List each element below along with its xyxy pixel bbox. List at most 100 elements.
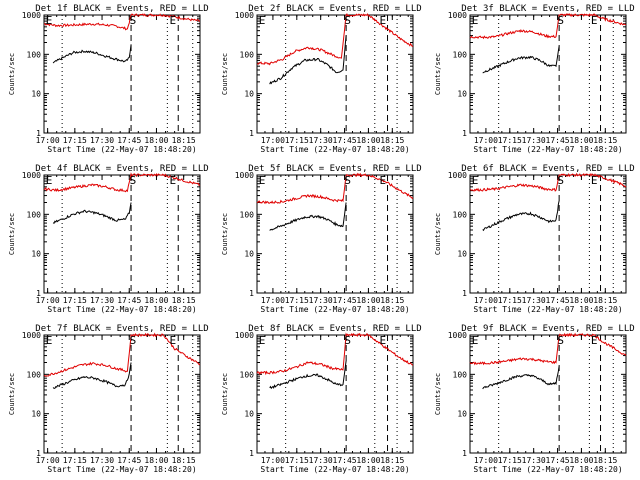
x-tick-label: 17:30	[90, 456, 114, 465]
events-series-line	[482, 366, 560, 390]
x-tick-label: 17:15	[285, 136, 309, 145]
y-tick-label: 1000	[235, 11, 254, 20]
region-marker-3: E	[379, 334, 386, 347]
y-axis-label: Counts/sec	[434, 213, 442, 255]
plot-frame	[469, 174, 627, 294]
x-tick-label: 18:00	[356, 456, 380, 465]
x-tick-label: 18:15	[593, 296, 617, 305]
panel-det-1: Det 1f BLACK = Events, RED = LLD 1 10 100 10…	[8, 4, 209, 154]
x-tick-label: 17:30	[309, 136, 333, 145]
x-tick-label: 18:15	[380, 296, 404, 305]
y-tick-label: 1	[462, 129, 467, 138]
x-tick-label: 18:00	[356, 296, 380, 305]
x-tick-label: 17:00	[474, 456, 498, 465]
events-series-line	[482, 200, 560, 232]
y-tick-label: 1	[36, 449, 41, 458]
panel-det-4: Det 4f BLACK = Events, RED = LLD 1 10 100 10…	[8, 164, 209, 314]
x-tick-label: 18:15	[380, 456, 404, 465]
lld-series-line	[44, 13, 200, 31]
x-tick-label: 17:45	[333, 296, 357, 305]
y-tick-label: 1	[249, 129, 254, 138]
x-tick-label: 18:15	[380, 136, 404, 145]
region-marker-2: S	[344, 174, 351, 187]
region-marker-1: E	[472, 174, 479, 187]
y-tick-label: 10	[457, 250, 467, 259]
plot-frame	[43, 14, 201, 134]
plot-frame	[469, 14, 627, 134]
panel-title: Det 2f BLACK = Events, RED = LLD	[248, 4, 421, 14]
events-series-line	[52, 44, 132, 64]
region-marker-3: E	[169, 334, 176, 347]
x-tick-label: 17:45	[333, 136, 357, 145]
region-marker-1: E	[472, 334, 479, 347]
region-marker-2: S	[557, 174, 564, 187]
x-axis-label: Start Time (22-May-07 18:48:20)	[47, 305, 196, 314]
x-tick-label: 17:45	[546, 456, 570, 465]
region-marker-2: S	[130, 334, 137, 347]
panel-title: Det 6f BLACK = Events, RED = LLD	[461, 164, 634, 174]
plot-frame	[469, 334, 627, 454]
y-tick-label: 1	[249, 289, 254, 298]
panel-title: Det 7f BLACK = Events, RED = LLD	[35, 324, 208, 334]
region-marker-2: S	[130, 14, 137, 27]
x-axis-label: Start Time (22-May-07 18:48:20)	[473, 145, 622, 154]
y-tick-label: 1	[36, 129, 41, 138]
region-marker-1: E	[46, 174, 53, 187]
x-tick-label: 18:00	[569, 296, 593, 305]
region-marker-3: E	[379, 174, 386, 187]
events-series-line	[52, 362, 132, 389]
x-tick-label: 17:45	[333, 456, 357, 465]
x-tick-label: 17:00	[36, 136, 60, 145]
x-tick-label: 17:45	[117, 296, 141, 305]
region-marker-3: E	[591, 14, 598, 27]
y-tick-label: 10	[244, 90, 254, 99]
panel-title: Det 9f BLACK = Events, RED = LLD	[461, 324, 634, 334]
lld-series-line	[43, 332, 201, 377]
x-tick-label: 17:15	[285, 296, 309, 305]
y-tick-label: 100	[453, 210, 468, 219]
region-marker-1: E	[472, 14, 479, 27]
region-marker-3: E	[169, 14, 176, 27]
y-tick-label: 10	[31, 90, 41, 99]
y-axis-label: Counts/sec	[8, 213, 16, 255]
lld-series-line	[256, 332, 414, 376]
y-axis-label: Counts/sec	[434, 53, 442, 95]
region-marker-2: S	[557, 334, 564, 347]
panel-title: Det 5f BLACK = Events, RED = LLD	[248, 164, 421, 174]
x-tick-label: 18:00	[569, 456, 593, 465]
y-tick-label: 100	[240, 210, 255, 219]
x-tick-label: 18:15	[593, 456, 617, 465]
y-axis-label: Counts/sec	[8, 373, 16, 415]
region-marker-1: E	[259, 174, 266, 187]
x-tick-label: 17:15	[498, 456, 522, 465]
region-marker-3: E	[169, 174, 176, 187]
events-series-line	[269, 202, 347, 231]
events-series-line	[52, 202, 132, 225]
x-tick-label: 17:15	[63, 456, 87, 465]
region-marker-2: S	[557, 14, 564, 27]
plot-frame	[256, 174, 414, 294]
y-tick-label: 10	[31, 410, 41, 419]
y-tick-label: 100	[27, 50, 42, 59]
y-axis-label: Counts/sec	[221, 373, 229, 415]
x-tick-label: 17:00	[261, 456, 285, 465]
y-tick-label: 1	[462, 449, 467, 458]
panel-title: Det 8f BLACK = Events, RED = LLD	[248, 324, 421, 334]
x-tick-label: 17:00	[261, 136, 285, 145]
x-tick-label: 17:30	[309, 296, 333, 305]
x-tick-label: 17:30	[90, 296, 114, 305]
x-tick-label: 17:15	[498, 296, 522, 305]
x-tick-label: 17:15	[498, 136, 522, 145]
x-tick-label: 17:00	[261, 296, 285, 305]
y-tick-label: 10	[457, 90, 467, 99]
x-tick-label: 17:15	[285, 456, 309, 465]
y-axis-label: Counts/sec	[434, 373, 442, 415]
y-tick-label: 1000	[448, 331, 467, 340]
y-axis-label: Counts/sec	[8, 53, 16, 95]
lld-series-line	[469, 332, 627, 366]
x-tick-label: 17:30	[522, 456, 546, 465]
x-tick-label: 18:00	[356, 136, 380, 145]
y-tick-label: 100	[27, 210, 42, 219]
region-marker-1: E	[259, 334, 266, 347]
